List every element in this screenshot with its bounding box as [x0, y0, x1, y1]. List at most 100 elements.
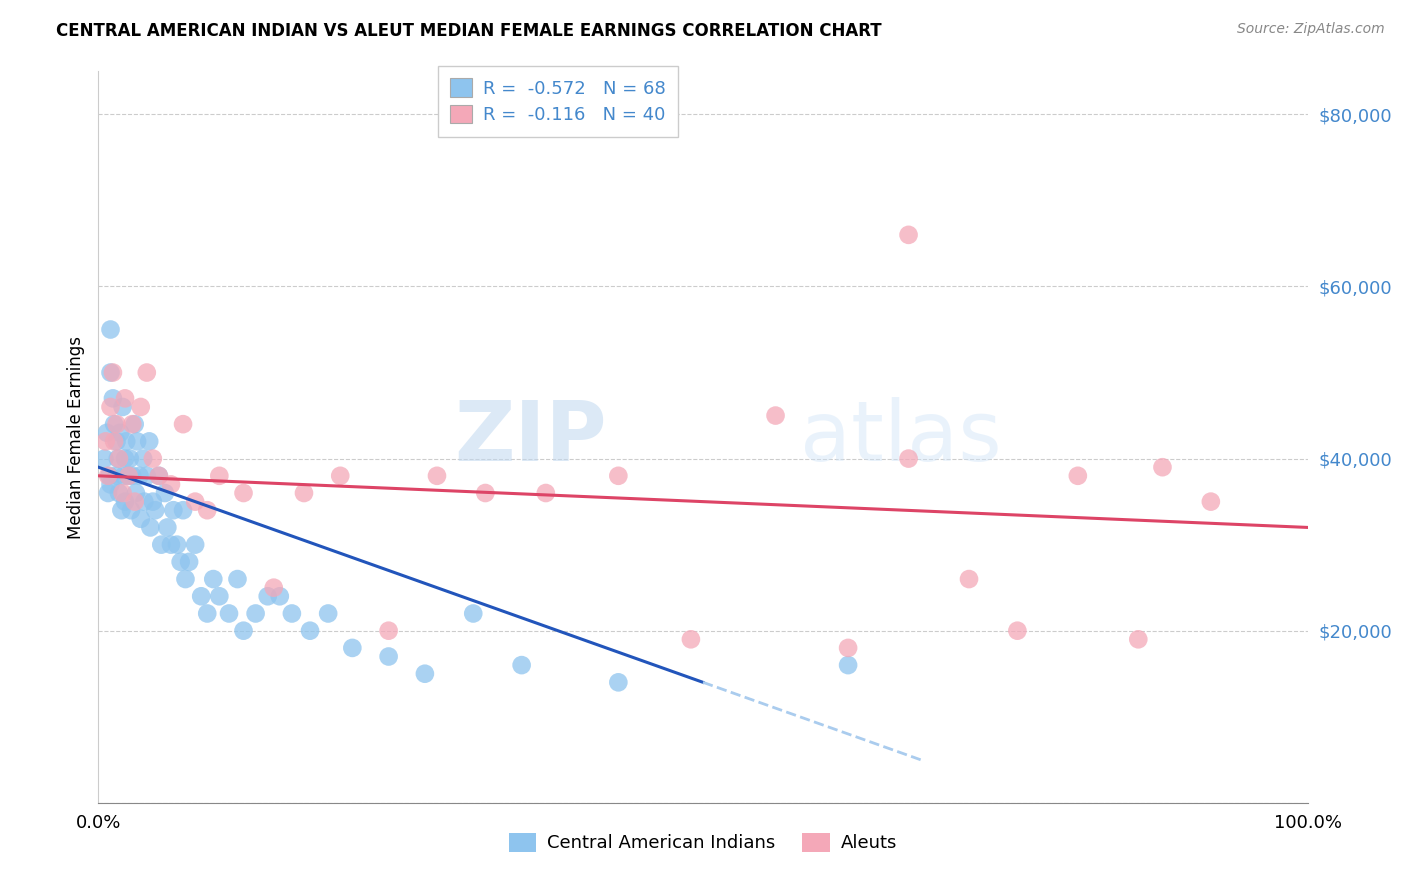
- Point: [174, 572, 197, 586]
- Point: [105, 434, 128, 449]
- Point: [172, 503, 194, 517]
- Point: [108, 425, 131, 440]
- Point: [474, 486, 496, 500]
- Point: [179, 555, 201, 569]
- Point: [534, 486, 557, 500]
- Point: [269, 589, 291, 603]
- Point: [202, 572, 225, 586]
- Point: [118, 451, 141, 466]
- Point: [105, 468, 128, 483]
- Point: [156, 520, 179, 534]
- Point: [111, 400, 134, 414]
- Point: [679, 632, 702, 647]
- Point: [100, 322, 122, 336]
- Point: [98, 468, 121, 483]
- Point: [169, 555, 191, 569]
- Point: [1152, 460, 1174, 475]
- Point: [172, 417, 194, 432]
- Point: [134, 494, 156, 508]
- Point: [107, 451, 129, 466]
- Point: [114, 494, 136, 508]
- Point: [413, 666, 436, 681]
- Point: [93, 451, 115, 466]
- Point: [245, 607, 267, 621]
- Point: [281, 607, 304, 621]
- Point: [97, 468, 120, 483]
- Point: [105, 417, 128, 432]
- Point: [166, 538, 188, 552]
- Point: [837, 658, 859, 673]
- Point: [121, 468, 143, 483]
- Point: [118, 468, 141, 483]
- Point: [218, 607, 240, 621]
- Point: [128, 468, 150, 483]
- Point: [129, 512, 152, 526]
- Point: [108, 486, 131, 500]
- Point: [463, 607, 485, 621]
- Point: [121, 417, 143, 432]
- Point: [957, 572, 980, 586]
- Point: [101, 366, 124, 380]
- Point: [124, 494, 146, 508]
- Point: [135, 468, 157, 483]
- Point: [148, 468, 170, 483]
- Point: [184, 494, 207, 508]
- Point: [142, 451, 165, 466]
- Point: [96, 425, 118, 440]
- Text: atlas: atlas: [800, 397, 1001, 477]
- Point: [208, 468, 231, 483]
- Point: [232, 486, 254, 500]
- Legend: Central American Indians, Aleuts: Central American Indians, Aleuts: [502, 826, 904, 860]
- Point: [426, 468, 449, 483]
- Point: [1128, 632, 1150, 647]
- Point: [1199, 494, 1222, 508]
- Point: [100, 477, 122, 491]
- Point: [184, 538, 207, 552]
- Point: [118, 468, 141, 483]
- Point: [153, 486, 176, 500]
- Point: [377, 624, 399, 638]
- Point: [132, 451, 155, 466]
- Point: [190, 589, 212, 603]
- Point: [114, 392, 136, 406]
- Point: [316, 607, 339, 621]
- Point: [299, 624, 322, 638]
- Y-axis label: Median Female Earnings: Median Female Earnings: [66, 335, 84, 539]
- Point: [837, 640, 859, 655]
- Point: [329, 468, 352, 483]
- Point: [232, 624, 254, 638]
- Point: [135, 366, 157, 380]
- Point: [127, 434, 149, 449]
- Point: [100, 366, 122, 380]
- Point: [111, 486, 134, 500]
- Point: [510, 658, 533, 673]
- Point: [1067, 468, 1090, 483]
- Point: [103, 434, 125, 449]
- Point: [110, 503, 132, 517]
- Point: [100, 400, 122, 414]
- Point: [160, 538, 183, 552]
- Point: [143, 503, 166, 517]
- Point: [897, 227, 920, 242]
- Point: [115, 434, 138, 449]
- Point: [256, 589, 278, 603]
- Point: [94, 434, 117, 449]
- Point: [103, 417, 125, 432]
- Point: [108, 451, 131, 466]
- Point: [142, 494, 165, 508]
- Point: [138, 434, 160, 449]
- Point: [162, 503, 184, 517]
- Point: [120, 503, 142, 517]
- Point: [226, 572, 249, 586]
- Point: [292, 486, 315, 500]
- Point: [114, 451, 136, 466]
- Point: [129, 400, 152, 414]
- Point: [112, 468, 135, 483]
- Point: [101, 392, 124, 406]
- Point: [160, 477, 183, 491]
- Point: [124, 417, 146, 432]
- Point: [263, 581, 285, 595]
- Point: [1007, 624, 1029, 638]
- Point: [125, 486, 148, 500]
- Point: [208, 589, 231, 603]
